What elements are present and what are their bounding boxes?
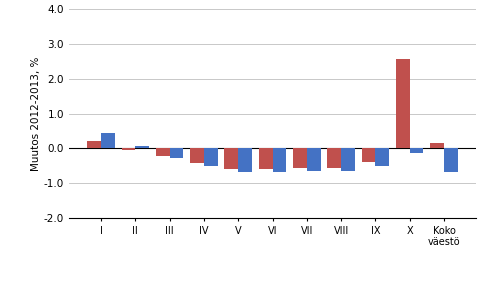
Bar: [136, 146, 149, 148]
Bar: [362, 148, 376, 162]
Bar: [87, 141, 101, 148]
Bar: [190, 148, 204, 163]
Bar: [444, 148, 458, 172]
Bar: [327, 148, 341, 168]
Bar: [341, 148, 355, 171]
Bar: [409, 148, 423, 153]
Bar: [376, 148, 389, 166]
Bar: [273, 148, 286, 172]
Y-axis label: Muutos 2012-2013, %: Muutos 2012-2013, %: [31, 56, 41, 171]
Bar: [101, 133, 115, 148]
Bar: [169, 148, 183, 158]
Bar: [307, 148, 321, 171]
Bar: [430, 143, 444, 148]
Bar: [396, 58, 409, 148]
Bar: [293, 148, 307, 168]
Bar: [156, 148, 169, 156]
Bar: [204, 148, 218, 166]
Bar: [238, 148, 252, 172]
Bar: [224, 148, 238, 169]
Bar: [122, 148, 136, 149]
Bar: [259, 148, 273, 169]
